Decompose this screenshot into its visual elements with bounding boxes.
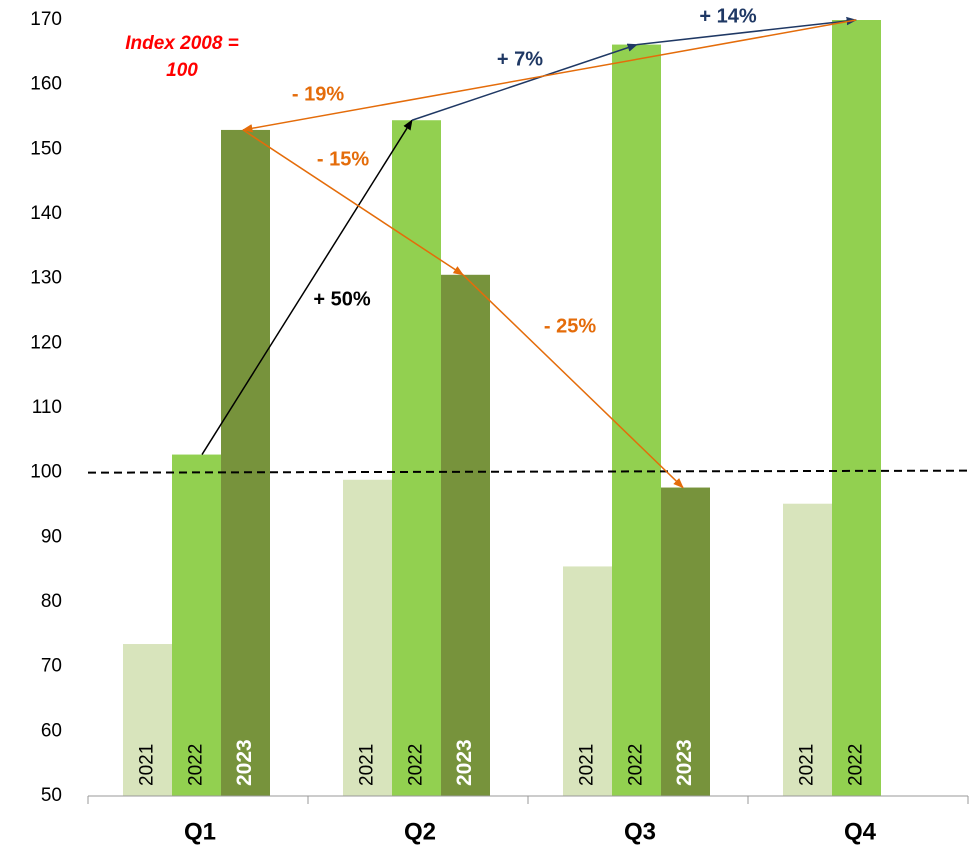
bar-label: 2022 xyxy=(406,744,427,786)
bar-label: 2021 xyxy=(357,744,378,786)
y-tick-label: 170 xyxy=(30,9,62,30)
bar-label: 2023 xyxy=(233,739,256,786)
annotation-arrow xyxy=(242,129,464,276)
annotation: + 50% xyxy=(313,288,370,310)
annotation-arrow xyxy=(636,16,858,46)
y-tick-label: 100 xyxy=(30,462,62,483)
annotation-arrow xyxy=(411,43,638,121)
bar xyxy=(661,487,710,796)
bar xyxy=(783,503,832,796)
bar xyxy=(123,644,172,796)
y-tick-label: 120 xyxy=(30,332,62,353)
note: Index 2008 = xyxy=(125,33,239,54)
x-tick-label: Q1 xyxy=(184,818,216,845)
note: 100 xyxy=(166,60,198,81)
x-tick-label: Q4 xyxy=(844,818,877,845)
annotation: - 25% xyxy=(544,315,596,337)
bar-label: 2023 xyxy=(673,739,696,786)
y-tick-label: 90 xyxy=(41,526,62,547)
reference-line xyxy=(87,469,969,474)
y-tick-label: 50 xyxy=(41,785,62,806)
bar xyxy=(172,454,221,796)
bar xyxy=(563,566,612,796)
bar-label: 2021 xyxy=(137,744,158,786)
bar xyxy=(221,129,270,796)
annotation-arrow xyxy=(462,274,684,489)
annotation: - 19% xyxy=(292,83,344,105)
y-tick-label: 60 xyxy=(41,720,62,741)
y-tick-label: 130 xyxy=(30,268,62,289)
bar-label: 2021 xyxy=(577,744,598,786)
bar-label: 2022 xyxy=(626,744,647,786)
bar xyxy=(612,44,661,796)
bar-label: 2022 xyxy=(846,744,867,786)
bar xyxy=(343,479,392,796)
y-tick-label: 110 xyxy=(32,397,62,418)
annotation: + 7% xyxy=(497,48,543,70)
x-tick-label: Q3 xyxy=(624,818,656,845)
bar xyxy=(832,20,881,796)
y-tick-label: 80 xyxy=(41,591,62,612)
annotation-arrow xyxy=(241,19,857,133)
bar-label: 2021 xyxy=(797,744,818,786)
annotation-arrow xyxy=(201,119,413,455)
y-tick-label: 140 xyxy=(30,203,62,224)
bar-label: 2022 xyxy=(186,744,207,786)
bar xyxy=(392,120,441,796)
y-tick-label: 70 xyxy=(41,656,62,677)
bar-label: 2023 xyxy=(453,739,476,786)
bar xyxy=(441,274,490,797)
y-tick-label: 150 xyxy=(30,138,62,159)
y-tick-label: 160 xyxy=(30,74,62,95)
annotation: - 15% xyxy=(317,148,369,170)
annotation: + 14% xyxy=(699,5,756,27)
x-tick-label: Q2 xyxy=(404,818,436,845)
